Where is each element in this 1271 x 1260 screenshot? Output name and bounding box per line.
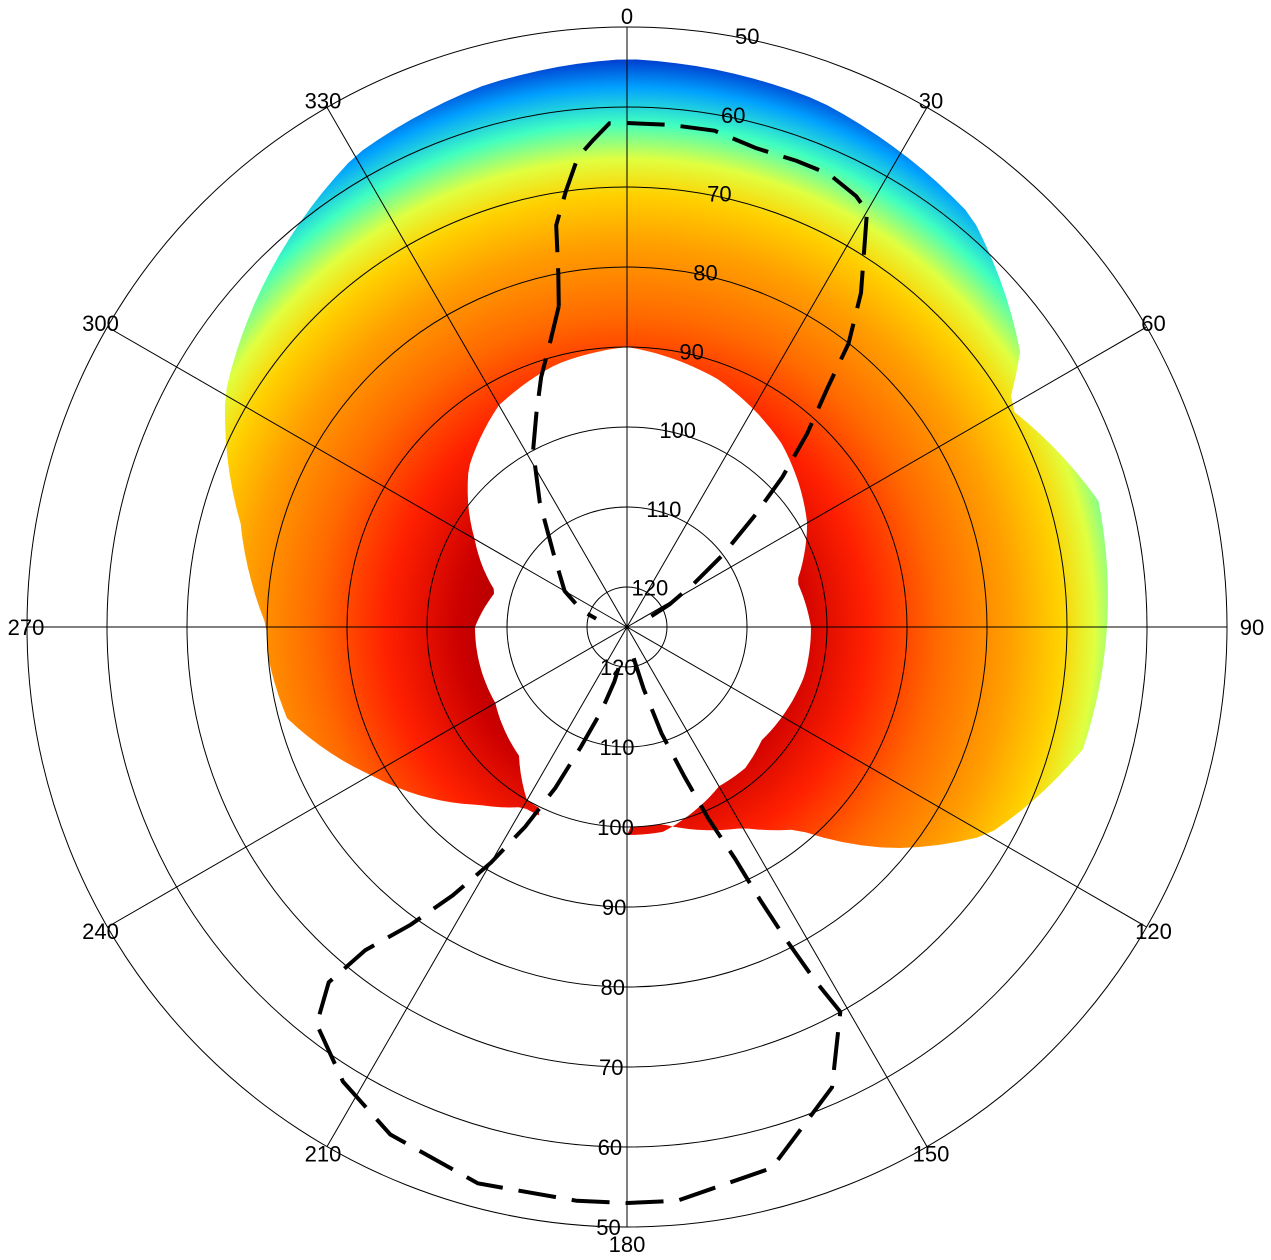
dashed-curve-3 bbox=[314, 657, 843, 1206]
angle-label-270: 270 bbox=[8, 615, 45, 640]
angle-label-300: 300 bbox=[82, 311, 119, 336]
band-region bbox=[224, 59, 1108, 848]
angle-label-240: 240 bbox=[82, 919, 119, 944]
radial-label-upper-80: 80 bbox=[693, 261, 717, 286]
angle-label-330: 330 bbox=[305, 89, 342, 114]
radial-label-lower-70: 70 bbox=[599, 1055, 623, 1080]
radial-label-upper-60: 60 bbox=[721, 103, 745, 128]
spoke-240 bbox=[107, 626, 628, 928]
spoke-330 bbox=[326, 107, 628, 628]
radial-label-lower-80: 80 bbox=[600, 975, 624, 1000]
spoke-30 bbox=[626, 107, 928, 628]
angle-label-210: 210 bbox=[305, 1142, 342, 1167]
spoke-210 bbox=[326, 626, 628, 1147]
spoke-120 bbox=[626, 626, 1147, 928]
radial-label-lower-100: 100 bbox=[597, 815, 634, 840]
data-band bbox=[224, 59, 1108, 848]
radial-label-upper-110: 110 bbox=[646, 497, 681, 522]
angle-label-90: 90 bbox=[1240, 615, 1264, 640]
angle-label-0: 0 bbox=[621, 4, 633, 29]
polar-grid bbox=[26, 26, 1228, 1228]
radial-label-upper-100: 100 bbox=[659, 418, 696, 443]
radial-label-upper-70: 70 bbox=[707, 182, 731, 207]
radial-label-lower-50: 50 bbox=[596, 1215, 620, 1240]
radial-label-upper-120: 120 bbox=[632, 576, 669, 601]
axis-labels: 0 30 60 90 120 150 180 210 240 270 300 330 120 120 110… bbox=[8, 4, 1265, 1257]
dashed-curves bbox=[314, 120, 870, 1206]
angle-label-30: 30 bbox=[919, 89, 943, 114]
spoke-60 bbox=[626, 326, 1147, 628]
spoke-150 bbox=[626, 626, 928, 1147]
radial-label-lower-90: 90 bbox=[602, 895, 626, 920]
radial-label-upper-50: 50 bbox=[735, 24, 759, 49]
radial-label-lower-110: 110 bbox=[599, 735, 634, 760]
radial-label-lower-60: 60 bbox=[598, 1135, 622, 1160]
spoke-300 bbox=[107, 326, 628, 628]
dashed-curve-2 bbox=[531, 305, 598, 621]
radial-label-lower-120: 120 bbox=[600, 655, 637, 680]
angle-label-120: 120 bbox=[1135, 919, 1172, 944]
angle-label-180: 180 bbox=[609, 1232, 646, 1257]
angle-label-150: 150 bbox=[913, 1142, 950, 1167]
dashed-curve-1 bbox=[554, 120, 870, 620]
radial-label-upper-90: 90 bbox=[679, 339, 703, 364]
angle-label-60: 60 bbox=[1141, 311, 1165, 336]
